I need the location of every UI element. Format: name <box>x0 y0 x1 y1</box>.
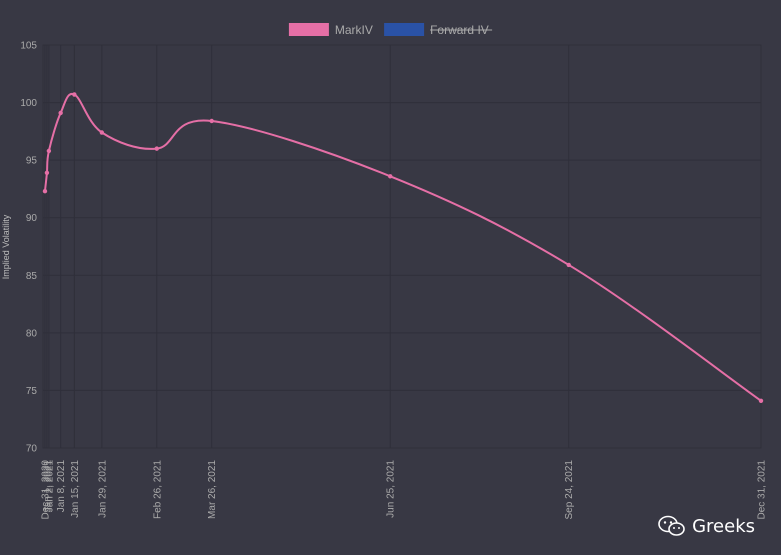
data-point[interactable] <box>566 262 571 268</box>
x-tick-label: Jan 2, 2021 <box>44 460 55 513</box>
series-line-markiv <box>43 92 762 402</box>
data-point[interactable] <box>42 189 48 194</box>
y-tick-label: 95 <box>26 156 38 167</box>
series <box>42 92 764 403</box>
legend-label: MarkIV <box>335 23 373 37</box>
data-point[interactable] <box>46 148 52 154</box>
x-tick-label: Dec 31, 2020 <box>40 460 51 520</box>
grid <box>42 44 762 449</box>
x-tick-label: Jan 15, 2021 <box>70 460 81 518</box>
data-point[interactable] <box>99 130 105 135</box>
legend-item-markiv[interactable]: MarkIV <box>288 23 373 37</box>
legend-swatch <box>288 23 329 36</box>
y-tick-label: 80 <box>26 328 38 339</box>
data-point[interactable] <box>58 110 63 116</box>
x-tick-label: Dec 31, 2021 <box>757 460 768 520</box>
x-tick-label: Jan 1, 2021 <box>42 460 53 513</box>
y-axis: 70 75 80 85 90 95 100 105 <box>20 41 37 455</box>
x-tick-label: Jun 25, 2021 <box>386 460 397 518</box>
y-axis-label: Implied Volatility <box>1 214 11 279</box>
x-tick-label: Sep 24, 2021 <box>564 460 575 520</box>
wechat-icon <box>658 515 685 536</box>
data-point[interactable] <box>209 118 214 124</box>
data-point[interactable] <box>72 92 77 97</box>
data-point[interactable] <box>388 174 393 179</box>
y-tick-label: 105 <box>20 41 37 52</box>
x-tick-label: Jan 8, 2021 <box>56 460 67 513</box>
y-tick-label: 75 <box>26 386 38 397</box>
data-point[interactable] <box>758 398 764 403</box>
data-point[interactable] <box>44 170 50 176</box>
x-tick-label: Feb 26, 2021 <box>152 460 163 519</box>
legend[interactable]: MarkIV Forward IV <box>288 23 493 37</box>
plot-border <box>42 44 762 449</box>
y-tick-label: 90 <box>26 213 38 224</box>
x-tick-label: Mar 26, 2021 <box>207 460 218 519</box>
data-point[interactable] <box>154 146 159 151</box>
watermark-text: Greeks <box>692 515 755 537</box>
y-tick-label: 100 <box>20 98 37 109</box>
x-tick-label: Jan 29, 2021 <box>97 460 108 518</box>
y-tick-label: 70 <box>26 444 38 455</box>
y-tick-label: 85 <box>26 271 38 282</box>
legend-swatch <box>384 23 425 36</box>
watermark: Greeks <box>658 515 755 537</box>
legend-item-forward-iv[interactable]: Forward IV <box>384 23 493 37</box>
